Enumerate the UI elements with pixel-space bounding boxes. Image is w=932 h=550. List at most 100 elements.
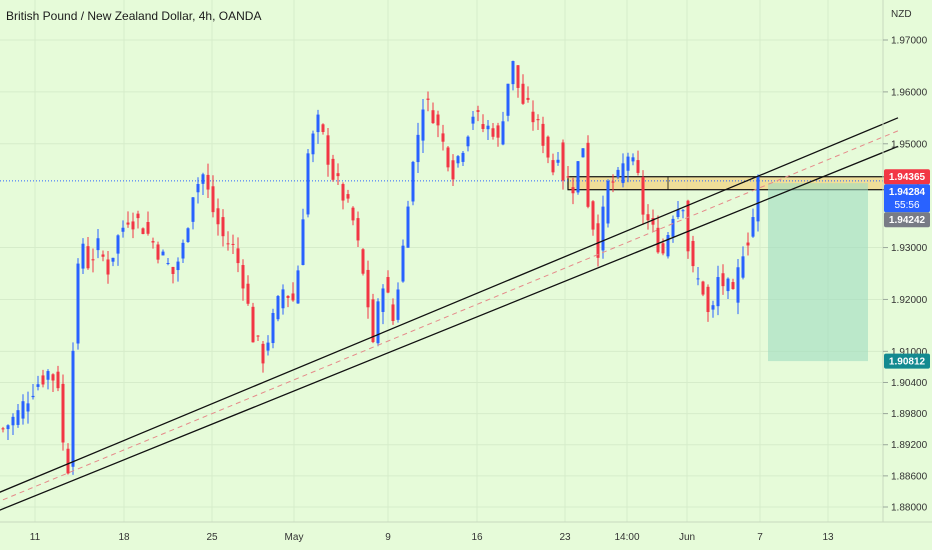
candle-body bbox=[466, 136, 470, 147]
candle-body bbox=[541, 123, 545, 146]
x-tick-label: 23 bbox=[559, 532, 571, 543]
candle-body bbox=[326, 135, 330, 165]
price-label-text: 1.90812 bbox=[889, 357, 926, 368]
candle-body bbox=[501, 121, 505, 145]
candle-body bbox=[456, 156, 460, 164]
candle-body bbox=[341, 184, 345, 201]
channel-midline bbox=[0, 130, 899, 502]
candle-body bbox=[586, 142, 590, 207]
price-label-box bbox=[884, 169, 930, 185]
x-tick-label: 7 bbox=[757, 532, 763, 543]
candle-body bbox=[331, 158, 335, 180]
candle-body bbox=[111, 257, 115, 262]
candle-body bbox=[311, 133, 315, 155]
candle-body bbox=[441, 133, 445, 142]
candle-body bbox=[711, 305, 715, 310]
price-label-text: 1.94242 bbox=[889, 215, 926, 226]
candle-body bbox=[171, 266, 175, 274]
candle-body bbox=[71, 350, 75, 467]
y-tick-label: 1.92000 bbox=[891, 295, 928, 306]
candle-body bbox=[176, 261, 180, 271]
x-tick-label: 18 bbox=[118, 532, 130, 543]
candle-body bbox=[591, 201, 595, 230]
candle-body bbox=[556, 159, 560, 163]
candle-body bbox=[286, 295, 290, 298]
candle-body bbox=[661, 243, 665, 254]
candle-body bbox=[141, 228, 145, 235]
candle-body bbox=[696, 278, 700, 280]
candle-body bbox=[716, 277, 720, 307]
currency-label: NZD bbox=[891, 9, 912, 20]
candle-body bbox=[391, 304, 395, 322]
candle-body bbox=[1, 428, 5, 430]
candle-body bbox=[396, 289, 400, 320]
candle-body bbox=[201, 174, 205, 184]
candle-body bbox=[91, 259, 95, 261]
candle-body bbox=[196, 184, 200, 193]
candle-body bbox=[566, 176, 570, 178]
channel-line bbox=[0, 145, 899, 511]
candle-body bbox=[636, 160, 640, 173]
candle-body bbox=[426, 98, 430, 100]
candle-body bbox=[41, 375, 45, 385]
candle-body bbox=[751, 217, 755, 237]
candle-body bbox=[291, 293, 295, 301]
candle-body bbox=[606, 180, 610, 224]
zones-layer bbox=[0, 176, 919, 362]
candle-body bbox=[686, 200, 690, 252]
y-tick-label: 1.93000 bbox=[891, 243, 928, 254]
candle-body bbox=[36, 384, 40, 387]
candle-body bbox=[646, 214, 650, 221]
candle-body bbox=[241, 265, 245, 289]
candle-body bbox=[446, 147, 450, 168]
y-tick-label: 1.89800 bbox=[891, 409, 928, 420]
candle-body bbox=[136, 213, 140, 219]
y-tick-label: 1.89200 bbox=[891, 440, 928, 451]
candle-body bbox=[166, 263, 170, 265]
candle-body bbox=[746, 242, 750, 246]
x-tick-label: 9 bbox=[385, 532, 391, 543]
channel-line bbox=[0, 117, 899, 493]
candle-body bbox=[96, 238, 100, 251]
candle-body bbox=[486, 125, 490, 130]
candle-body bbox=[461, 152, 465, 162]
candle-body bbox=[671, 218, 675, 237]
candle-body bbox=[106, 259, 110, 275]
candle-body bbox=[266, 342, 270, 351]
candle-body bbox=[386, 277, 390, 293]
candle-body bbox=[726, 278, 730, 292]
candle-body bbox=[361, 249, 365, 274]
candle-body bbox=[756, 176, 760, 222]
candle-body bbox=[126, 222, 130, 225]
candle-body bbox=[21, 401, 25, 419]
price-axis[interactable]: 1.97000 1.96000 1.95000 1.93000 1.92000 1.910… bbox=[883, 36, 928, 514]
candle-body bbox=[366, 269, 370, 308]
candle-body bbox=[231, 243, 235, 245]
candle-body bbox=[121, 227, 125, 232]
candle-body bbox=[61, 383, 65, 443]
y-tick-label: 1.90400 bbox=[891, 378, 928, 389]
candle-body bbox=[731, 282, 735, 290]
time-axis[interactable]: 11 18 25 May 9 16 23 14:00 Jun 7 13 bbox=[30, 532, 834, 543]
candle-body bbox=[721, 273, 725, 287]
candle-body bbox=[421, 109, 425, 141]
candle-body bbox=[76, 263, 80, 344]
candle-body bbox=[561, 142, 565, 181]
candle-body bbox=[16, 410, 20, 425]
candle-body bbox=[611, 181, 615, 183]
candle-body bbox=[641, 177, 645, 215]
candle-body bbox=[236, 248, 240, 264]
candle-body bbox=[81, 243, 85, 269]
candle-body bbox=[156, 244, 160, 260]
price-label-text: 1.94284 bbox=[889, 187, 926, 198]
candle-body bbox=[676, 209, 680, 217]
candle-body bbox=[436, 114, 440, 126]
candle-body bbox=[31, 395, 35, 398]
candle-body bbox=[46, 371, 50, 380]
candle-body bbox=[181, 242, 185, 259]
candle-body bbox=[306, 153, 310, 215]
candle-body bbox=[146, 221, 150, 234]
candle-body bbox=[631, 157, 635, 162]
candle-body bbox=[551, 160, 555, 173]
